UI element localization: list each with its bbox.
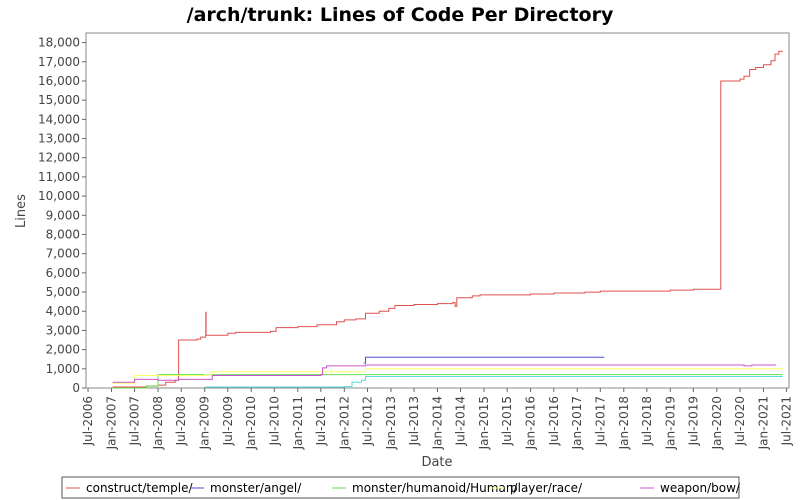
series-line-3 <box>112 368 783 384</box>
y-tick-label: 9,000 <box>46 208 80 222</box>
x-tick-label: Jul-2014 <box>454 396 468 446</box>
x-tick-label: Jul-2009 <box>221 396 235 446</box>
x-tick-label: Jan-2016 <box>524 396 538 450</box>
y-axis-label: Lines <box>14 194 29 228</box>
x-axis: Jul-2006 Jan-2007 Jul-2007 Jan-2008 Jul-2008… <box>81 388 794 450</box>
x-tick-label: Jul-2020 <box>733 396 747 446</box>
legend-box <box>61 476 740 499</box>
y-tick-label: 1,000 <box>46 362 80 376</box>
series-line-1 <box>363 356 605 364</box>
legend-label: monster/angel/ <box>210 481 302 495</box>
y-tick-label: 0 <box>72 381 80 395</box>
x-tick-label: Jan-2013 <box>384 396 398 450</box>
y-tick-label: 14,000 <box>38 112 80 126</box>
x-tick-label: Jul-2021 <box>780 396 794 446</box>
y-tick-label: 6,000 <box>46 266 80 280</box>
x-tick-label: Jan-2009 <box>198 396 212 450</box>
x-tick-label: Jul-2017 <box>593 396 607 446</box>
x-tick-label: Jan-2019 <box>663 396 677 450</box>
x-tick-label: Jul-2007 <box>128 396 142 446</box>
y-tick-label: 10,000 <box>38 189 80 203</box>
x-tick-label: Jul-2018 <box>640 396 654 446</box>
series-line-0 <box>112 50 783 388</box>
y-tick-label: 15,000 <box>38 93 80 107</box>
y-tick-label: 8,000 <box>46 227 80 241</box>
y-tick-label: 16,000 <box>38 74 80 88</box>
x-tick-label: Jan-2012 <box>337 396 351 450</box>
legend-label: player/race/ <box>510 481 583 495</box>
y-tick-label: 11,000 <box>38 170 80 184</box>
y-tick-label: 17,000 <box>38 55 80 69</box>
y-tick-label: 3,000 <box>46 323 80 337</box>
y-tick-label: 4,000 <box>46 304 80 318</box>
y-tick-label: 12,000 <box>38 151 80 165</box>
x-tick-label: Jan-2008 <box>151 396 165 450</box>
y-axis: 0 1,000 2,000 3,000 4,000 5,000 6,000 7,000 8,00… <box>38 36 86 395</box>
x-tick-label: Jul-2008 <box>174 396 188 446</box>
series-line-4 <box>112 364 776 383</box>
x-tick-label: Jan-2020 <box>710 396 724 450</box>
plot-area <box>85 32 790 389</box>
x-tick-label: Jan-2010 <box>244 396 258 450</box>
x-tick-label: Jul-2013 <box>407 396 421 446</box>
x-tick-label: Jul-2019 <box>686 396 700 446</box>
legend-label: construct/temple/ <box>86 481 193 495</box>
x-tick-label: Jan-2015 <box>477 396 491 450</box>
x-tick-label: Jan-2014 <box>431 396 445 450</box>
x-axis-label: Date <box>421 455 452 470</box>
legend: construct/temple/monster/angel/monster/h… <box>61 476 741 499</box>
x-tick-label: Jul-2016 <box>547 396 561 446</box>
x-tick-label: Jan-2017 <box>570 396 584 450</box>
x-tick-label: Jan-2007 <box>104 396 118 450</box>
y-tick-label: 5,000 <box>46 285 80 299</box>
legend-label: weapon/bow/ <box>660 481 741 495</box>
x-tick-label: Jul-2006 <box>81 396 95 446</box>
chart-title: /arch/trunk: Lines of Code Per Directory <box>187 4 614 26</box>
y-tick-label: 2,000 <box>46 343 80 357</box>
x-tick-label: Jul-2012 <box>361 396 375 446</box>
y-tick-label: 13,000 <box>38 132 80 146</box>
x-tick-label: Jan-2018 <box>617 396 631 450</box>
series-line-2 <box>112 374 783 389</box>
x-tick-label: Jan-2011 <box>291 396 305 450</box>
series-line-5 <box>204 376 783 388</box>
x-tick-label: Jul-2010 <box>267 396 281 446</box>
x-tick-label: Jul-2011 <box>314 396 328 446</box>
y-tick-label: 18,000 <box>38 36 80 50</box>
x-tick-label: Jul-2015 <box>500 396 514 446</box>
legend-items: construct/temple/monster/angel/monster/h… <box>66 481 741 495</box>
legend-label: monster/humanoid/Human/ <box>352 481 518 495</box>
series-layer <box>112 50 783 389</box>
y-tick-label: 7,000 <box>46 247 80 261</box>
x-tick-label: Jan-2021 <box>757 396 771 450</box>
